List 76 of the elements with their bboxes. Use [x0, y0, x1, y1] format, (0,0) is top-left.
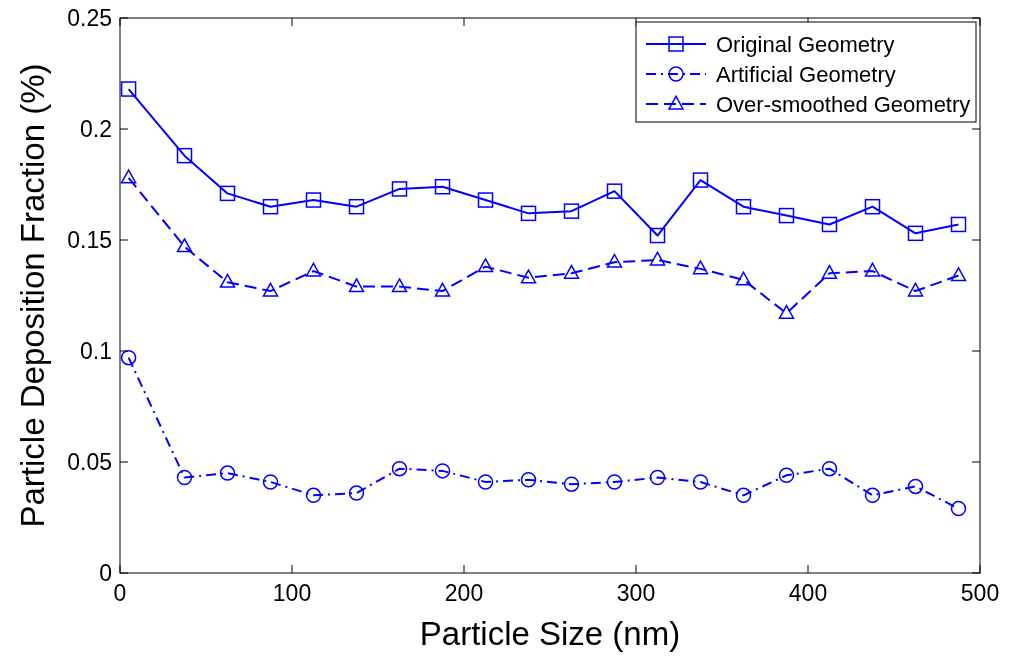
point [477, 258, 494, 273]
y-tick-label: 0 [99, 560, 112, 586]
point [391, 181, 408, 197]
point [606, 474, 623, 490]
legend-label: Original Geometry [716, 32, 895, 57]
point [649, 251, 666, 266]
y-tick-label: 0.2 [80, 116, 112, 142]
point [649, 227, 666, 244]
point [262, 474, 279, 490]
point [563, 476, 580, 492]
y-tick-label: 0.1 [80, 338, 112, 364]
y-tick-label: 0.25 [67, 5, 112, 31]
point [907, 478, 924, 495]
point [778, 207, 795, 224]
point [864, 487, 881, 504]
x-tick-label: 300 [616, 580, 656, 606]
point [821, 460, 838, 477]
point [864, 198, 881, 215]
point [477, 192, 494, 208]
legend-label: Artificial Geometry [716, 62, 896, 87]
point [735, 198, 752, 215]
point [864, 262, 881, 277]
point [262, 198, 279, 215]
point [606, 253, 623, 268]
point [520, 269, 537, 284]
point [262, 282, 279, 297]
point [120, 81, 137, 97]
point [821, 216, 838, 233]
point [391, 278, 408, 293]
x-tick-label: 500 [960, 580, 1000, 606]
y-tick-label: 0.05 [67, 449, 112, 475]
point [434, 282, 451, 297]
point [120, 349, 137, 366]
point [520, 205, 537, 222]
point [120, 169, 137, 184]
point [434, 178, 451, 195]
x-tick-label: 100 [272, 580, 312, 606]
point [176, 469, 193, 486]
point [219, 273, 236, 288]
point [434, 463, 451, 479]
y-axis-title: Particle Deposition Fraction (%) [14, 63, 51, 528]
point [821, 264, 838, 279]
point [219, 465, 236, 481]
legend-label: Over-smoothed Geometry [716, 92, 971, 117]
x-axis-title: Particle Size (nm) [419, 615, 681, 652]
point [692, 172, 709, 188]
point [348, 198, 365, 215]
point [692, 260, 709, 275]
point [520, 472, 537, 488]
x-tick-label: 200 [444, 580, 484, 606]
point [219, 185, 236, 202]
point [176, 238, 193, 253]
point [950, 216, 967, 233]
point [348, 485, 365, 501]
point [305, 487, 322, 504]
point [649, 469, 666, 486]
y-tick-label: 0.15 [67, 227, 112, 253]
point [907, 282, 924, 297]
point [950, 500, 967, 517]
point [391, 460, 408, 477]
point [778, 467, 795, 484]
point [348, 278, 365, 293]
point [477, 474, 494, 490]
point [305, 192, 322, 208]
point [692, 474, 709, 490]
point [778, 304, 795, 319]
point [606, 183, 623, 199]
point [950, 267, 967, 282]
point [176, 147, 193, 164]
point [735, 487, 752, 504]
point [563, 203, 580, 219]
point [563, 264, 580, 279]
point [907, 225, 924, 242]
x-tick-label: 400 [788, 580, 828, 606]
point [735, 271, 752, 286]
point [305, 262, 322, 277]
